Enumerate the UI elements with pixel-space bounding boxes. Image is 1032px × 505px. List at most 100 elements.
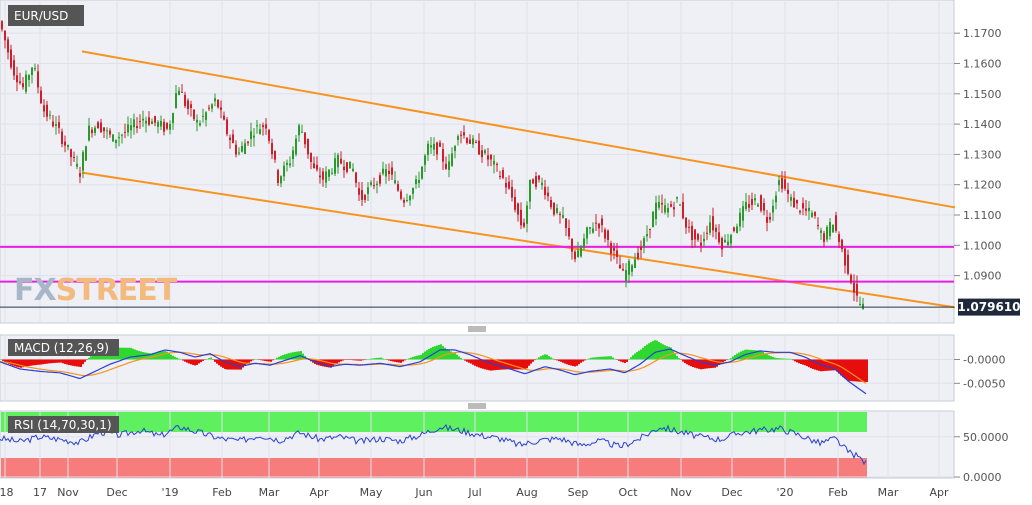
macd-hist-bar-up: [168, 353, 170, 360]
macd-hist-bar-up: [254, 359, 256, 360]
macd-hist-bar-down: [570, 359, 572, 366]
macd-hist-bar-up: [602, 356, 604, 360]
candle-down: [46, 104, 48, 117]
macd-hist-bar-down: [700, 359, 702, 370]
macd-hist-bar-down: [394, 359, 396, 362]
candle-up: [253, 135, 255, 138]
candle-up: [211, 104, 213, 109]
macd-hist-bar-down: [804, 359, 806, 366]
macd-hist-bar-down: [686, 359, 688, 365]
candle-down: [823, 233, 825, 242]
candle-up: [832, 224, 834, 233]
candle-up: [562, 215, 564, 218]
candle-down: [571, 238, 573, 252]
price-y-axis: 1.1700 1.1600 1.1500 1.1400 1.1300 1.1200 1.11…: [954, 27, 1002, 283]
macd-hist-bar-up: [150, 353, 152, 360]
macd-hist-bar-up: [736, 353, 738, 360]
rsi-y-tick-label: 50.0000: [963, 431, 1009, 444]
panel-resize-handle-2[interactable]: [468, 403, 486, 409]
macd-hist-bar-up: [440, 344, 442, 360]
macd-hist-bar-down: [504, 359, 506, 370]
svg-text:FXSTREET: FXSTREET: [14, 273, 178, 308]
panel-resize-handle-1[interactable]: [468, 326, 486, 332]
macd-badge[interactable]: MACD (12,26,9): [8, 339, 119, 356]
macd-hist-bar-up: [548, 356, 550, 360]
candle-down: [478, 140, 480, 155]
macd-hist-bar-down: [796, 359, 798, 363]
macd-hist-bar-down: [564, 359, 566, 364]
macd-hist-bar-up: [550, 357, 552, 360]
macd-hist-bar-up: [542, 355, 544, 360]
macd-hist-bar-up: [288, 353, 290, 360]
candle-up: [118, 137, 120, 139]
macd-hist-bar-down: [576, 359, 578, 366]
macd-hist-bar-up: [650, 342, 652, 360]
macd-hist-bar-up: [638, 350, 640, 360]
candle-up: [82, 152, 84, 171]
macd-hist-bar-up: [422, 353, 424, 360]
macd-hist-bar-up: [146, 352, 148, 360]
macd-hist-bar-up: [130, 347, 132, 360]
macd-hist-bar-up: [428, 348, 430, 360]
candle-down: [565, 218, 567, 229]
candle-down: [277, 170, 279, 183]
candle-down: [700, 242, 702, 246]
macd-hist-bar-up: [442, 346, 444, 360]
rsi-badge[interactable]: RSI (14,70,30,1): [8, 416, 119, 433]
macd-hist-bar-down: [800, 359, 802, 365]
macd-hist-bar-down: [258, 359, 260, 360]
macd-hist-bar-down: [404, 359, 406, 361]
symbol-badge[interactable]: EUR/USD: [8, 5, 84, 26]
candle-up: [286, 162, 288, 165]
macd-hist-bar-down: [80, 359, 82, 367]
candle-down: [322, 171, 324, 180]
macd-hist-bar-up: [610, 356, 612, 360]
candle-down: [1, 21, 3, 30]
macd-hist-bar-down: [4, 359, 6, 363]
candle-up: [493, 160, 495, 165]
candle-down: [844, 248, 846, 266]
candle-down: [139, 121, 141, 123]
macd-hist-bar-up: [380, 357, 382, 360]
macd-hist-bar-up: [94, 353, 96, 360]
candle-down: [343, 166, 345, 170]
candle-up: [625, 270, 627, 282]
macd-hist-bar-up: [432, 347, 434, 360]
macd-hist-bar-up: [374, 358, 376, 360]
macd-hist-bar-down: [214, 359, 216, 362]
macd-hist-bar-up: [538, 357, 540, 360]
candle-down: [751, 198, 753, 205]
symbol-badge-bg: [8, 5, 84, 26]
macd-hist-bar-up: [604, 356, 606, 360]
candle-down: [805, 208, 807, 211]
candle-up: [289, 163, 291, 166]
candle-down: [136, 126, 138, 129]
macd-hist-bar-up: [656, 340, 658, 360]
macd-hist-bar-down: [220, 359, 222, 367]
macd-hist-bar-up: [754, 350, 756, 360]
macd-hist-bar-up: [670, 347, 672, 360]
candle-down: [262, 125, 264, 128]
macd-hist-bar-down: [230, 359, 232, 370]
macd-hist-bar-down: [584, 359, 586, 361]
macd-hist-bar-down: [22, 359, 24, 368]
candle-up: [826, 226, 828, 240]
candle-down: [91, 129, 93, 134]
candle-down: [793, 197, 795, 208]
macd-hist-bar-down: [352, 359, 354, 361]
last-price-label: 1.079610: [957, 300, 1020, 314]
candle-down: [838, 234, 840, 243]
macd-hist-bar-up: [588, 358, 590, 360]
candle-up: [382, 168, 384, 174]
x-tick-label: Nov: [57, 486, 79, 499]
candle-down: [208, 107, 210, 109]
candle-down: [19, 81, 21, 83]
macd-hist-bar-down: [324, 359, 326, 367]
macd-hist-bar-down: [476, 359, 478, 367]
candle-down: [487, 155, 489, 160]
macd-hist-bar-up: [458, 356, 460, 360]
macd-hist-bar-down: [568, 359, 570, 365]
macd-hist-bar-up: [124, 347, 126, 360]
x-tick-label: 17: [33, 486, 47, 499]
macd-hist-bar-up: [0, 359, 2, 360]
